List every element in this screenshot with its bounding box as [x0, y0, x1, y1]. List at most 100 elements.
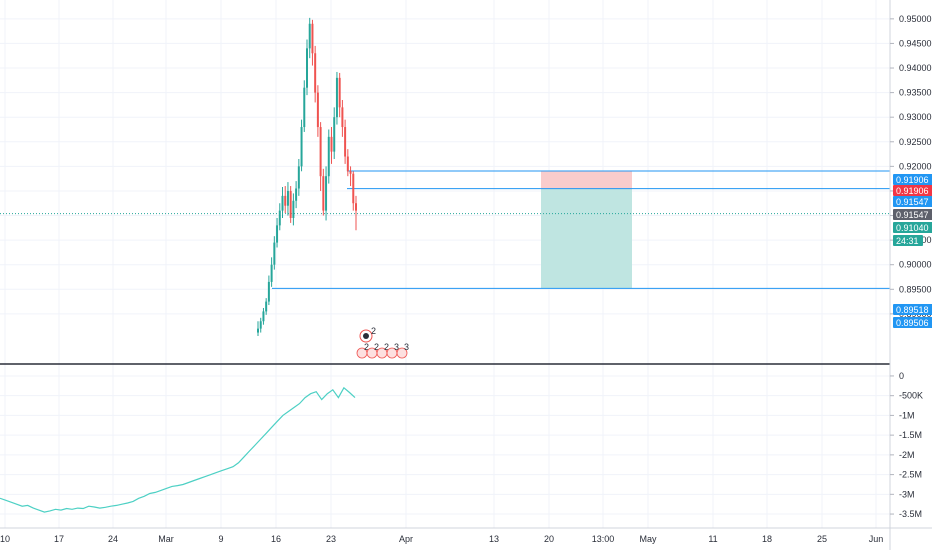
event-marker-count: 3 [404, 342, 409, 352]
price-axis[interactable]: 0.95000 0.94500 0.94000 0.93500 0.93000 0.925… [890, 14, 932, 319]
event-marker-count: 2 [384, 342, 389, 352]
candle-body [308, 23, 311, 49]
time-tick-label: 9 [218, 534, 223, 544]
price-badge [893, 317, 932, 328]
candle-body [333, 117, 336, 152]
price-tick-label: 0.94500 [899, 38, 932, 48]
candle-body [330, 136, 333, 152]
price-labels: 0.919060.919060.915470.915470.9104024:31… [893, 174, 932, 328]
price-badge-label: 24:31 [896, 236, 919, 246]
indicator-tick-label: -500K [899, 391, 923, 401]
indicator-tick-label: 0 [899, 371, 904, 381]
time-tick-label: 18 [762, 534, 772, 544]
candle-body [281, 195, 284, 211]
take-profit-zone[interactable] [541, 188, 632, 289]
price-badge-label: 0.91906 [896, 186, 929, 196]
marker-dot [363, 333, 369, 339]
candle-body [352, 173, 355, 204]
price-tick-label: 0.89500 [899, 284, 932, 294]
candle-body [319, 127, 322, 177]
indicator-tick-label: -3M [899, 489, 915, 499]
candle-body [346, 156, 349, 172]
candle-body [278, 210, 281, 226]
candle-body [257, 328, 259, 333]
price-badge [893, 185, 932, 196]
candle-body [273, 242, 276, 265]
candle-body [316, 92, 319, 128]
candle-body [284, 195, 287, 206]
candle-body [349, 171, 352, 174]
candle-body [265, 301, 268, 312]
candle-body [303, 87, 306, 128]
time-tick-label: 20 [544, 534, 554, 544]
price-tick-label: 0.90000 [899, 260, 932, 270]
candle-body [311, 23, 314, 54]
time-tick-label: 23 [326, 534, 336, 544]
time-tick-label: 13:00 [592, 534, 615, 544]
event-marker-count: 2 [364, 342, 369, 352]
chart-markers[interactable]: 22 2 2 3 3 [356, 326, 409, 359]
candle-body [259, 321, 262, 329]
time-tick-label: 25 [817, 534, 827, 544]
price-badge [893, 304, 932, 315]
candle-body [327, 136, 330, 177]
candle-body [286, 190, 289, 206]
candle-body [295, 188, 298, 201]
indicator-axis[interactable]: 0 -500K -1M -1.5M -2M -2.5M -3M -3.5M [890, 371, 923, 519]
indicator-tick-label: -2.5M [899, 470, 922, 480]
time-tick-label: Apr [399, 534, 413, 544]
price-badge-label: 0.91547 [896, 210, 929, 220]
price-badge-label: 0.89518 [896, 305, 929, 315]
candle-body [262, 311, 265, 322]
price-badge-label: 0.91040 [896, 223, 929, 233]
candle-body [270, 264, 273, 282]
candle-body [292, 200, 295, 218]
price-tick-label: 0.92000 [899, 161, 932, 171]
price-badge [893, 222, 932, 233]
candle-body [314, 53, 317, 93]
price-badge-label: 0.89506 [896, 318, 929, 328]
price-badge [893, 174, 932, 185]
time-tick-label: Mar [158, 534, 174, 544]
candle-body [341, 107, 344, 128]
price-badge [893, 196, 932, 207]
grid [0, 0, 890, 528]
candle-body [355, 203, 357, 211]
candle-body [300, 127, 303, 167]
price-tick-label: 0.94000 [899, 63, 932, 73]
candle-body [267, 281, 270, 302]
price-badge [893, 209, 932, 220]
candle-body [322, 176, 325, 211]
marker-count: 2 [371, 326, 376, 336]
time-axis[interactable]: 10 17 24 Mar 9 16 23 Apr 13 20 13:00 May 11 18 25 Jun [0, 534, 883, 544]
candle-body [289, 190, 292, 218]
price-badge [893, 235, 923, 246]
candle-body [338, 77, 341, 108]
price-tick-label: 0.93000 [899, 112, 932, 122]
time-tick-label: 24 [108, 534, 118, 544]
indicator-line [0, 386, 356, 513]
price-tick-label: 0.92500 [899, 137, 932, 147]
price-candles [257, 17, 357, 336]
risk-reward-zones[interactable] [541, 170, 632, 289]
candle-body [297, 166, 300, 189]
candle-body [276, 225, 279, 243]
event-marker[interactable] [396, 347, 408, 359]
candle-body [335, 77, 338, 118]
horizontal-levels[interactable] [0, 170, 890, 289]
time-tick-label: 16 [271, 534, 281, 544]
indicator-tick-label: -3.5M [899, 509, 922, 519]
time-tick-label: May [639, 534, 657, 544]
time-tick-label: Jun [869, 534, 884, 544]
stop-loss-zone[interactable] [541, 170, 632, 189]
indicator-series-line [0, 386, 356, 513]
event-marker-count: 3 [394, 342, 399, 352]
candle-body [344, 127, 347, 157]
indicator-tick-label: -1M [899, 410, 915, 420]
indicator-tick-label: -2M [899, 450, 915, 460]
price-tick-label: 0.95000 [899, 14, 932, 24]
price-tick-label: 0.93500 [899, 88, 932, 98]
price-badge-label: 0.91547 [896, 197, 929, 207]
indicator-tick-label: -1.5M [899, 430, 922, 440]
